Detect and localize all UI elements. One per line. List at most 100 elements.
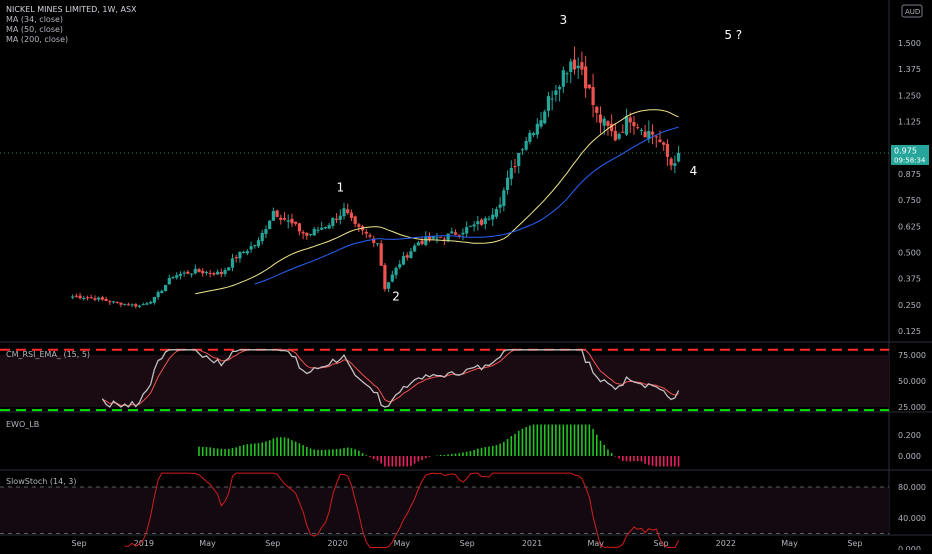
candle-body <box>249 246 253 250</box>
candle-body <box>242 251 246 253</box>
candle-body <box>595 106 599 113</box>
time-tick-label: 2020 <box>327 539 347 548</box>
stoch-pane-label: SlowStoch (14, 3) <box>6 477 76 486</box>
candle-body <box>669 158 673 166</box>
stoch-background <box>0 487 889 534</box>
ma50-line <box>254 126 679 285</box>
rsi-line <box>101 349 680 408</box>
ma34-legend[interactable]: MA (34, close) <box>6 15 64 24</box>
rsi-tick-label: 50.000 <box>898 377 926 386</box>
stoch-line <box>124 472 680 549</box>
currency-badge <box>901 4 923 18</box>
candle-body <box>216 271 220 275</box>
candle-body <box>621 131 625 133</box>
candle-body <box>227 267 231 271</box>
candle-body <box>111 301 116 303</box>
candle-body <box>108 301 112 303</box>
candle-body <box>435 237 439 239</box>
candle-body <box>584 66 588 89</box>
candle-body <box>312 228 316 236</box>
candle-body <box>294 221 298 224</box>
candle-body <box>636 127 640 129</box>
ma34-line <box>195 109 679 295</box>
candle-body <box>316 229 320 231</box>
wave-label: 2 <box>392 290 400 304</box>
candle-body <box>338 215 342 220</box>
candle-body <box>100 297 104 300</box>
candle-body <box>572 59 577 70</box>
candle-body <box>398 264 402 268</box>
candle-body <box>372 238 376 243</box>
ewo-tick-label: 0.200 <box>898 431 921 440</box>
price-tag-time: 09:58:34 <box>894 156 926 164</box>
candle-body <box>137 305 142 307</box>
time-tick-label: May <box>587 539 604 548</box>
time-tick-label: Sep <box>265 539 280 548</box>
candle-body <box>450 231 454 234</box>
candle-body <box>253 245 257 247</box>
wave-label: 4 <box>690 164 698 178</box>
candle-body <box>598 114 603 123</box>
candle-body <box>186 271 190 274</box>
candle-body <box>520 149 525 151</box>
ma200-legend[interactable]: MA (200, close) <box>6 35 69 44</box>
candle-body <box>368 235 372 237</box>
candle-body <box>662 142 666 145</box>
candle-body <box>275 210 279 217</box>
candle-body <box>442 238 446 240</box>
price-tag <box>891 144 929 165</box>
candle-body <box>89 297 93 299</box>
candle-body <box>375 243 380 245</box>
candle-body <box>141 304 145 306</box>
rsi-pane-label: CM_RSI_EMA_ (15, 5) <box>6 350 90 359</box>
candle-body <box>509 167 513 179</box>
candle-body <box>189 273 194 275</box>
rsi-tick-label: 25.000 <box>898 403 926 412</box>
price-tick-label: 1.375 <box>898 65 921 74</box>
candle-body <box>85 297 90 299</box>
candle-body <box>498 204 502 208</box>
candle-body <box>342 208 346 217</box>
candle-body <box>160 290 164 293</box>
stoch-tick-label: 40.000 <box>898 514 926 523</box>
candle-body <box>357 224 361 228</box>
candle-body <box>647 131 651 140</box>
candle-body <box>405 255 409 258</box>
candle-body <box>305 233 309 236</box>
candle-body <box>353 216 357 224</box>
candle-body <box>431 236 435 239</box>
ma50-legend[interactable]: MA (50, close) <box>6 25 64 34</box>
candle-body <box>457 234 461 236</box>
price-tick-label: 1.125 <box>898 118 921 127</box>
candle-body <box>643 131 647 138</box>
time-tick-label: May <box>199 539 216 548</box>
price-tick-label: 0.375 <box>898 275 921 284</box>
candle-body <box>245 251 249 254</box>
candle-body <box>494 209 499 217</box>
time-tick-label: Sep <box>847 539 862 548</box>
candle-body <box>550 98 554 100</box>
candle-body <box>234 257 238 259</box>
wave-label: 3 <box>560 13 568 27</box>
rsi-tick-label: 75.000 <box>898 351 926 360</box>
candle-body <box>576 65 580 69</box>
candle-body <box>71 296 75 298</box>
time-tick-label: Sep <box>654 539 669 548</box>
candle-body <box>323 227 328 229</box>
candle-body <box>320 227 324 230</box>
stoch-tick-label: 0.000 <box>898 545 921 550</box>
currency-label: AUD <box>905 8 920 16</box>
candle-body <box>197 269 201 272</box>
ewo-pane-label: EWO_LB <box>6 420 39 429</box>
candle-body <box>163 284 168 292</box>
candle-body <box>268 220 272 230</box>
candle-body <box>379 243 383 266</box>
candle-body <box>502 190 506 206</box>
candle-body <box>219 272 223 275</box>
candle-body <box>115 301 119 303</box>
candle-body <box>505 177 510 191</box>
candle-body <box>260 232 264 242</box>
candle-body <box>152 296 157 303</box>
candle-body <box>673 163 677 166</box>
